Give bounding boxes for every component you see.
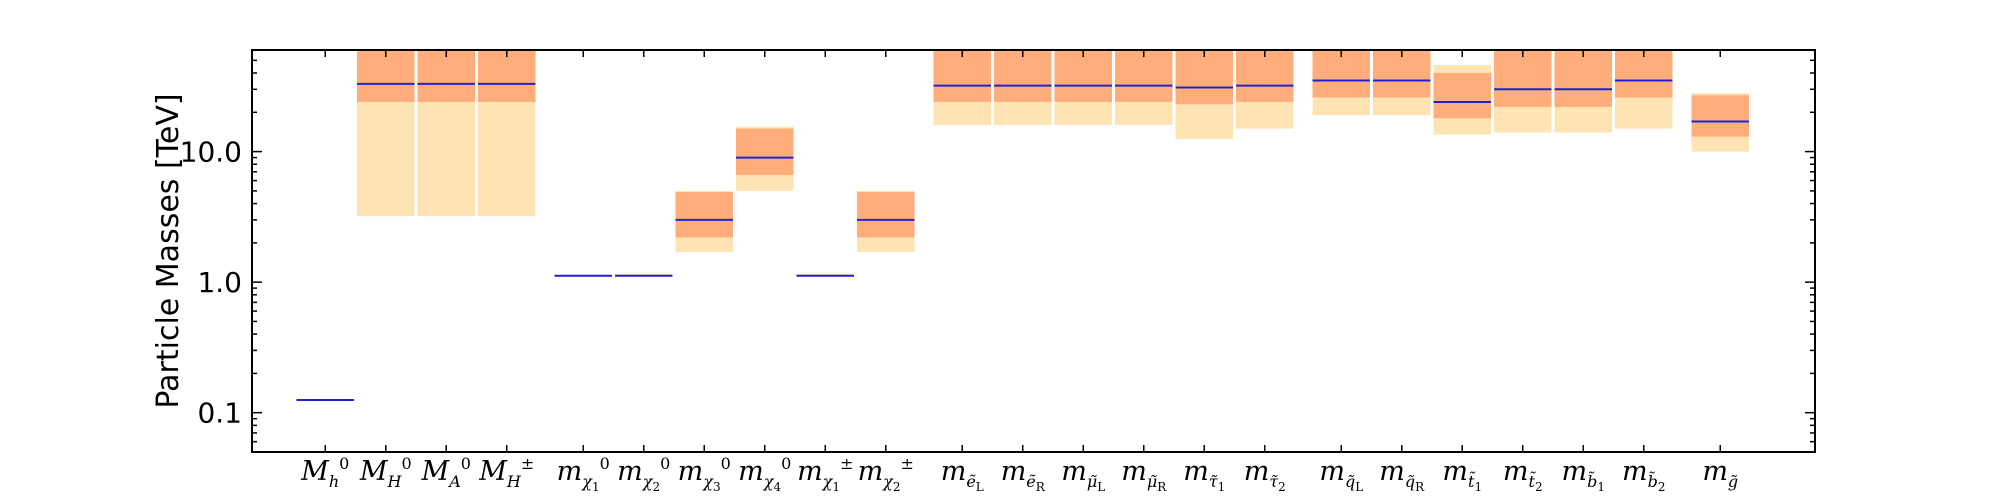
x-tick-label-5: mχ20 [617, 454, 670, 494]
x-tick-label-14: mτ̃1 [1183, 456, 1225, 494]
inner-band-20 [1554, 50, 1612, 107]
inner-band-14 [1175, 50, 1233, 105]
x-tick-label-0: Mh0 [300, 454, 349, 491]
inner-band-10 [933, 50, 991, 102]
inner-band-7 [736, 128, 794, 176]
inner-band-3 [478, 50, 536, 102]
x-tick-label-10: mẽL [941, 456, 984, 494]
inner-band-12 [1054, 50, 1112, 102]
inner-band-11 [994, 50, 1052, 102]
inner-band-15 [1236, 50, 1294, 102]
inner-band-6 [675, 192, 733, 238]
inner-band-1 [357, 50, 415, 102]
x-tick-label-7: mχ40 [738, 454, 791, 494]
central-value-lines [296, 79, 1749, 402]
x-tick-label-1: MH0 [359, 454, 412, 491]
x-tick-label-11: mẽR [1001, 456, 1046, 494]
y-tick-label-0: 0.1 [197, 397, 242, 430]
x-tick-label-20: mb̃1 [1562, 456, 1606, 494]
inner-band-19 [1494, 50, 1552, 107]
x-tick-label-16: mq̃L [1319, 456, 1363, 494]
plot-frame [251, 49, 1816, 453]
x-tick-label-13: mμ̃R [1121, 456, 1167, 494]
inner-band-22 [1691, 95, 1749, 137]
y-tick-label-2: 10.0 [180, 136, 242, 169]
y-axis-ticks: 0.1 1.0 10.0 [180, 49, 1815, 453]
inner-band-9 [857, 192, 915, 238]
uncertainty-bands [357, 50, 1749, 277]
inner-band-17 [1373, 50, 1431, 98]
inner-band-13 [1115, 50, 1173, 102]
x-tick-label-22: mg̃ [1702, 456, 1738, 491]
x-tick-label-21: mb̃2 [1622, 456, 1666, 494]
inner-band-18 [1433, 72, 1491, 119]
y-axis-title: Particle Masses [TeV] [151, 93, 186, 408]
inner-band-2 [417, 50, 475, 102]
x-tick-label-17: mq̃R [1379, 456, 1425, 494]
x-tick-label-12: mμ̃L [1061, 456, 1105, 494]
x-tick-label-15: mτ̃2 [1244, 456, 1286, 494]
x-tick-label-19: mt̃2 [1503, 456, 1543, 494]
inner-band-16 [1312, 50, 1370, 98]
x-tick-label-8: mχ1± [797, 454, 853, 494]
x-tick-label-2: MA0 [421, 454, 471, 491]
x-axis-labels: Mh0 MH0 MA0 MH± mχ10 mχ20 mχ30 mχ40 mχ1± mχ2± mẽL m… [300, 50, 1738, 494]
x-tick-label-3: MH± [478, 454, 534, 491]
x-tick-label-9: mχ2± [858, 454, 914, 494]
y-tick-label-1: 1.0 [197, 266, 242, 299]
x-tick-label-4: mχ10 [557, 454, 610, 494]
x-tick-label-18: mt̃1 [1442, 456, 1482, 494]
inner-band-21 [1615, 50, 1673, 98]
x-tick-label-6: mχ30 [678, 454, 731, 494]
